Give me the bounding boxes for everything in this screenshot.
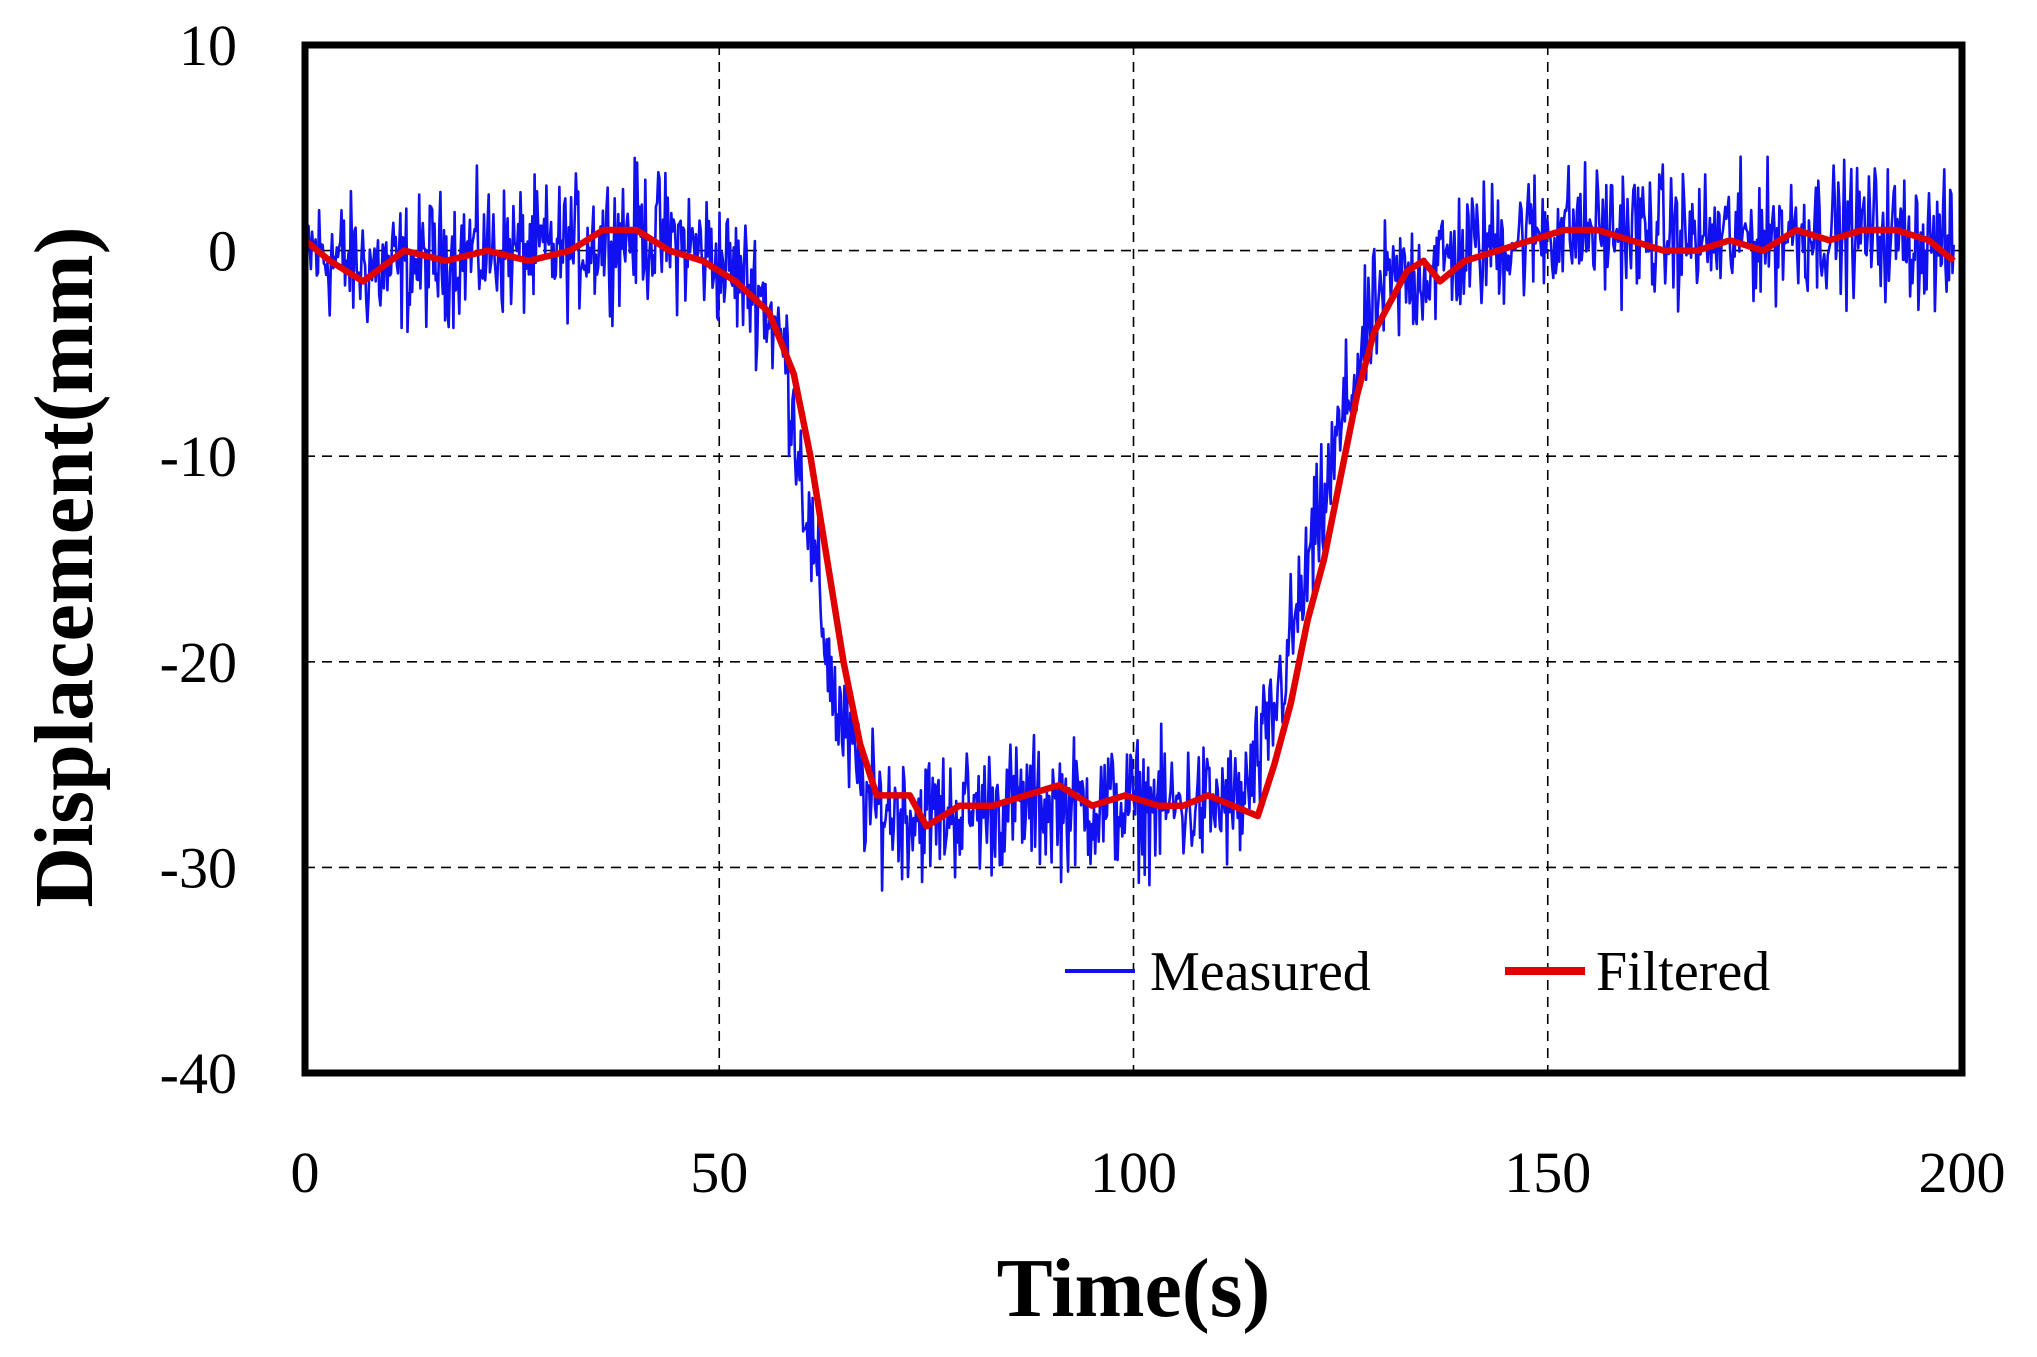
series-line-filtered: [302, 226, 1956, 830]
x-tick-label: 150: [1504, 1140, 1591, 1205]
x-tick-label: 200: [1919, 1140, 2006, 1205]
x-tick-label: 50: [690, 1140, 748, 1205]
y-tick-label: -30: [160, 835, 237, 900]
grid: [305, 45, 1962, 1073]
y-tick-label: 0: [208, 219, 237, 284]
x-tick-label: 100: [1090, 1140, 1177, 1205]
plot-frame: [301, 41, 1966, 1077]
x-tick-label: 0: [291, 1140, 320, 1205]
y-axis-title: Displacement(mm): [18, 226, 111, 907]
legend-label-filtered: Filtered: [1596, 941, 1770, 1003]
legend-label-measured: Measured: [1150, 941, 1371, 1003]
plot-area: [302, 155, 1956, 892]
y-tick-label: -10: [160, 424, 237, 489]
series-line-measured: [303, 155, 1955, 892]
x-axis-title: Time(s): [997, 1242, 1271, 1335]
y-tick-label: -20: [160, 630, 237, 695]
legend: Measured Filtered: [1065, 941, 1770, 1003]
y-tick-label: -40: [160, 1041, 237, 1106]
y-tick-label: 10: [179, 13, 237, 78]
